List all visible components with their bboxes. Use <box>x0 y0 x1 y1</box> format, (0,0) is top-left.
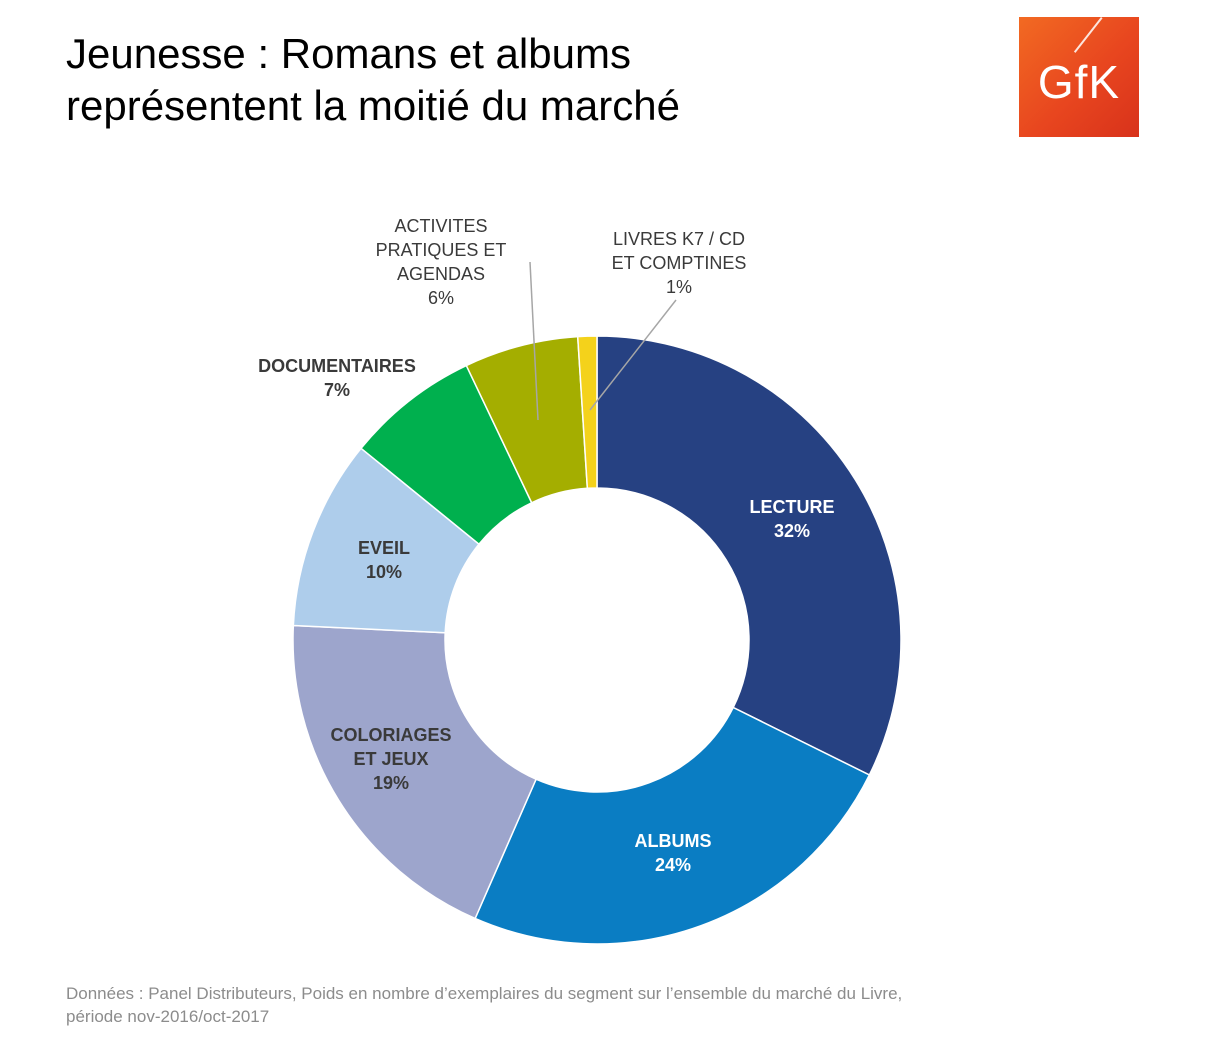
slice-category-label: ET JEUX <box>353 749 428 769</box>
slice-category-label: LECTURE <box>750 497 835 517</box>
slices-group <box>292 335 902 945</box>
page-title: Jeunesse : Romans et albums représentent… <box>66 28 966 132</box>
slice-category-label: ET COMPTINES <box>612 253 747 273</box>
slice-value-label: 32% <box>774 521 810 541</box>
slice-category-label: ALBUMS <box>635 831 712 851</box>
labels-group: LECTURE 32% ALBUMS 24% COLORIAGES ET JEUX 19% E… <box>258 216 834 875</box>
slice-category-label: PRATIQUES ET <box>376 240 507 260</box>
slice-category-label: AGENDAS <box>397 264 485 284</box>
leader-line-5 <box>529 261 539 421</box>
slice-1 <box>474 706 871 945</box>
slice-value-label: 1% <box>666 277 692 297</box>
slice-value-label: 6% <box>428 288 454 308</box>
footnote-line-1: Données : Panel Distributeurs, Poids en … <box>66 984 903 1003</box>
slice-label-0: LECTURE 32% <box>750 497 835 541</box>
slice-6 <box>576 335 598 490</box>
title-line-2: représentent la moitié du marché <box>66 82 680 129</box>
leader-lines-group <box>529 261 677 421</box>
footnote-line-2: période nov-2016/oct-2017 <box>66 1007 270 1026</box>
logo-text: GfK <box>1037 56 1121 108</box>
slice-label-5: ACTIVITES PRATIQUES ET AGENDAS 6% <box>376 216 507 308</box>
slice-category-label: DOCUMENTAIRES <box>258 356 416 376</box>
slice-label-2: COLORIAGES ET JEUX 19% <box>330 725 451 793</box>
slice-label-6: LIVRES K7 / CD ET COMPTINES 1% <box>612 229 747 297</box>
slice-category-label: LIVRES K7 / CD <box>613 229 745 249</box>
slice-value-label: 7% <box>324 380 350 400</box>
slice-0 <box>596 335 902 777</box>
slice-2 <box>292 624 538 920</box>
slice-value-label: 24% <box>655 855 691 875</box>
slice-value-label: 10% <box>366 562 402 582</box>
slice-label-3: EVEIL 10% <box>358 538 410 582</box>
slice-category-label: EVEIL <box>358 538 410 558</box>
logo-background <box>1019 17 1139 137</box>
slice-category-label: ACTIVITES <box>394 216 487 236</box>
footnote: Données : Panel Distributeurs, Poids en … <box>66 982 1166 1028</box>
slice-label-1: ALBUMS 24% <box>635 831 712 875</box>
slice-label-4: DOCUMENTAIRES 7% <box>258 356 416 400</box>
slice-category-label: COLORIAGES <box>330 725 451 745</box>
gfk-logo: GfK <box>1019 17 1139 137</box>
leader-line-6 <box>589 299 677 411</box>
title-line-1: Jeunesse : Romans et albums <box>66 30 631 77</box>
slice-value-label: 19% <box>373 773 409 793</box>
